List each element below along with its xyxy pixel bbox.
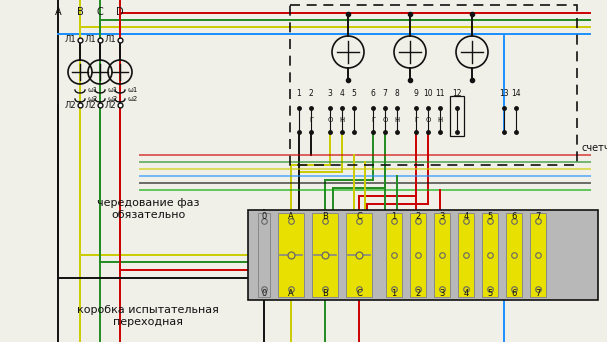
Text: C: C xyxy=(356,289,362,298)
Text: 13: 13 xyxy=(499,89,509,98)
Text: Л2: Л2 xyxy=(64,101,76,109)
Text: 5: 5 xyxy=(351,89,356,98)
Text: B: B xyxy=(76,7,83,17)
Text: A: A xyxy=(288,289,294,298)
Text: B: B xyxy=(322,212,328,221)
Text: 11: 11 xyxy=(435,89,445,98)
Text: ω1: ω1 xyxy=(87,87,97,93)
Text: A: A xyxy=(55,7,61,17)
Text: 9: 9 xyxy=(413,89,418,98)
Text: C: C xyxy=(97,7,103,17)
Bar xyxy=(258,213,270,297)
Text: 2: 2 xyxy=(415,289,421,298)
Text: 6: 6 xyxy=(511,289,517,298)
Text: Н: Н xyxy=(395,117,399,123)
Text: счетчик: счетчик xyxy=(582,143,607,153)
Text: 4: 4 xyxy=(339,89,344,98)
Bar xyxy=(530,213,546,297)
Text: 6: 6 xyxy=(370,89,376,98)
Text: ω2: ω2 xyxy=(87,96,97,102)
Text: О: О xyxy=(327,117,333,123)
Text: 3: 3 xyxy=(439,289,445,298)
Bar xyxy=(506,213,522,297)
Bar xyxy=(458,213,474,297)
Text: 0: 0 xyxy=(262,289,266,298)
Text: ω1: ω1 xyxy=(127,87,137,93)
Text: 1: 1 xyxy=(297,89,301,98)
Text: 2: 2 xyxy=(415,212,421,221)
Text: Л1: Л1 xyxy=(64,36,76,44)
Text: 0: 0 xyxy=(262,212,266,221)
Bar xyxy=(248,210,598,300)
Text: C: C xyxy=(356,212,362,221)
Text: коробка испытательная
переходная: коробка испытательная переходная xyxy=(77,305,219,327)
Text: 8: 8 xyxy=(395,89,399,98)
Text: 6: 6 xyxy=(511,212,517,221)
Text: D: D xyxy=(116,7,124,17)
Text: 1: 1 xyxy=(392,289,396,298)
Text: 4: 4 xyxy=(463,212,469,221)
Text: 7: 7 xyxy=(535,212,541,221)
Text: 2: 2 xyxy=(308,89,313,98)
Bar xyxy=(410,213,426,297)
Text: Л1: Л1 xyxy=(104,36,116,44)
Text: 12: 12 xyxy=(452,89,462,98)
Text: 1: 1 xyxy=(392,212,396,221)
Text: Н: Н xyxy=(339,117,345,123)
Bar xyxy=(290,5,577,165)
Text: 7: 7 xyxy=(535,289,541,298)
Text: B: B xyxy=(322,289,328,298)
Text: 14: 14 xyxy=(511,89,521,98)
Text: Л2: Л2 xyxy=(84,101,96,109)
Text: Г: Г xyxy=(309,117,313,123)
Bar xyxy=(386,213,402,297)
Text: 10: 10 xyxy=(423,89,433,98)
Text: Л2: Л2 xyxy=(104,101,116,109)
Text: Г: Г xyxy=(414,117,418,123)
Text: ω2: ω2 xyxy=(107,96,117,102)
Text: 5: 5 xyxy=(487,212,493,221)
Bar xyxy=(312,213,338,297)
Text: О: О xyxy=(382,117,388,123)
Text: 7: 7 xyxy=(382,89,387,98)
Text: 3: 3 xyxy=(439,212,445,221)
Text: A: A xyxy=(288,212,294,221)
Text: О: О xyxy=(426,117,431,123)
Bar xyxy=(450,96,464,136)
Text: 3: 3 xyxy=(328,89,333,98)
Text: 5: 5 xyxy=(487,289,493,298)
Bar xyxy=(278,213,304,297)
Text: ω1: ω1 xyxy=(107,87,117,93)
Bar xyxy=(434,213,450,297)
Text: ω2: ω2 xyxy=(127,96,137,102)
Bar xyxy=(346,213,372,297)
Text: Н: Н xyxy=(438,117,443,123)
Text: Л1: Л1 xyxy=(84,36,96,44)
Text: чередование фаз
обязательно: чередование фаз обязательно xyxy=(97,198,199,220)
Text: Г: Г xyxy=(371,117,375,123)
Text: 4: 4 xyxy=(463,289,469,298)
Bar xyxy=(482,213,498,297)
